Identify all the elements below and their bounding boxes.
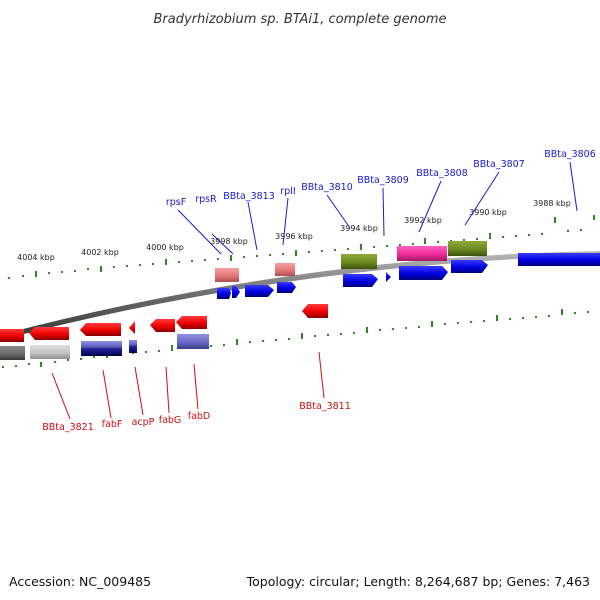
gene-arrow-blue[interactable] xyxy=(399,266,448,280)
kbp-label: 3996 kbp xyxy=(275,232,313,241)
gene-block-olive[interactable] xyxy=(448,241,487,256)
gene-arrow-blue[interactable] xyxy=(343,274,378,287)
kbp-label: 3998 kbp xyxy=(210,237,248,246)
gene-arrow-blue[interactable] xyxy=(277,282,296,293)
gene-arrow-blue[interactable] xyxy=(451,260,488,273)
upper-tick-track xyxy=(8,215,595,279)
gene-block-lightgray[interactable] xyxy=(30,345,70,359)
gene-block-olive[interactable] xyxy=(341,254,377,269)
gene-arrow-red[interactable] xyxy=(176,316,207,329)
gene-block-slate[interactable] xyxy=(81,341,122,349)
gene-label-BBta_3808[interactable]: BBta_3808 xyxy=(416,168,468,179)
gene-label-BBta_3821[interactable]: BBta_3821 xyxy=(42,422,94,433)
kbp-label: 3988 kbp xyxy=(533,199,571,208)
gene-arrow-red[interactable] xyxy=(150,319,175,332)
gene-block-slate[interactable] xyxy=(129,340,137,347)
gene-arrow-blue[interactable] xyxy=(245,285,274,297)
gene-leader-lines xyxy=(51,161,578,420)
gene-block-salmon[interactable] xyxy=(275,263,295,276)
reverse-gene-labels: BBta_3821 fabF acpP fabG fabD BBta_3811 xyxy=(42,401,351,433)
gene-label-BBta_3811[interactable]: BBta_3811 xyxy=(299,401,351,412)
genome-title: Bradyrhizobium sp. BTAi1, complete genom… xyxy=(153,12,446,27)
forward-strand-genes xyxy=(215,241,600,299)
gene-arrow-blue[interactable] xyxy=(518,253,600,266)
gene-label-BBta_3810[interactable]: BBta_3810 xyxy=(301,182,353,193)
gene-label-fabF[interactable]: fabF xyxy=(102,419,123,430)
gene-label-BBta_3806[interactable]: BBta_3806 xyxy=(544,149,596,160)
gene-block-pink[interactable] xyxy=(397,246,447,261)
genome-summary-text: Topology: circular; Length: 8,264,687 bp… xyxy=(246,574,590,589)
kbp-label: 3990 kbp xyxy=(469,208,507,217)
gene-label-rpsR[interactable]: rpsR xyxy=(195,194,217,205)
gene-label-BBta_3809[interactable]: BBta_3809 xyxy=(357,175,409,186)
gene-arrow-blue[interactable] xyxy=(217,288,231,299)
forward-gene-labels: rpsF rpsR BBta_3813 rplI BBta_3810 BBta_… xyxy=(166,149,596,208)
gene-arrow-blue[interactable] xyxy=(232,286,240,298)
kbp-label: 4002 kbp xyxy=(81,248,119,257)
gene-arrow-red[interactable] xyxy=(29,327,69,340)
accession-text: Accession: NC_009485 xyxy=(9,574,151,589)
kbp-label: 4000 kbp xyxy=(146,243,184,252)
gene-label-rplI[interactable]: rplI xyxy=(280,186,295,197)
gene-label-BBta_3807[interactable]: BBta_3807 xyxy=(473,159,525,170)
reverse-strand-genes xyxy=(0,304,328,360)
gene-label-acpP[interactable]: acpP xyxy=(132,417,155,428)
gene-arrow-red[interactable] xyxy=(129,321,135,334)
gene-arrow-red[interactable] xyxy=(80,323,121,336)
kbp-label: 3992 kbp xyxy=(404,216,442,225)
gene-block-slate[interactable] xyxy=(177,334,209,349)
gene-block-navy[interactable] xyxy=(81,348,122,356)
gene-arrow-red[interactable] xyxy=(302,304,328,318)
kbp-label: 3994 kbp xyxy=(340,224,378,233)
gene-label-fabD[interactable]: fabD xyxy=(188,411,211,422)
gene-block-salmon[interactable] xyxy=(215,268,239,282)
kbp-label: 4004 kbp xyxy=(17,253,55,262)
gene-block-navy[interactable] xyxy=(129,346,137,353)
gene-label-fabG[interactable]: fabG xyxy=(159,415,182,426)
gene-arrow-red[interactable] xyxy=(0,329,24,342)
gene-label-rpsF[interactable]: rpsF xyxy=(166,197,186,208)
kbp-scale-labels: 4004 kbp 4002 kbp 4000 kbp 3998 kbp 3996… xyxy=(17,199,571,262)
gene-arrow-blue[interactable] xyxy=(386,272,391,282)
gene-block-gray[interactable] xyxy=(0,346,25,360)
gene-label-BBta_3813[interactable]: BBta_3813 xyxy=(223,191,275,202)
